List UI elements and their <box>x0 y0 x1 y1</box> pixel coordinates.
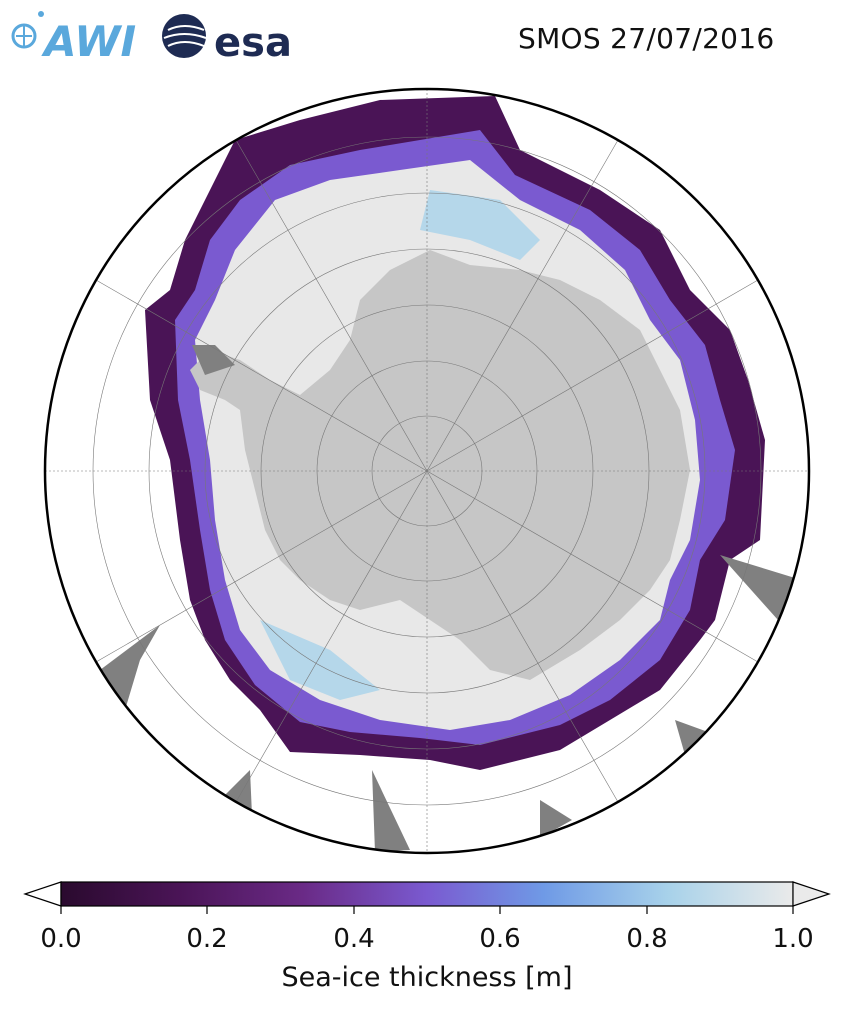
colorbar-extend-max <box>792 881 831 907</box>
ice-shelf <box>192 345 235 375</box>
colorbar-tick-marks <box>60 906 794 914</box>
no-data-wedge <box>675 720 708 755</box>
logos: AWI esa <box>11 11 292 64</box>
colorbar-tick-label: 0.2 <box>186 924 228 954</box>
colorbar-tick-label: 1.0 <box>772 924 814 954</box>
colorbar-extend-min <box>23 881 62 907</box>
colorbar-label: Sea-ice thickness [m] <box>281 962 573 993</box>
colorbar-tick-label: 0.8 <box>626 924 668 954</box>
esa-globe-icon <box>162 14 206 58</box>
antarctica-land <box>190 250 690 680</box>
colorbar-tick-label: 0.4 <box>333 924 375 954</box>
colorbar <box>23 881 831 914</box>
map-title: SMOS 27/07/2016 <box>518 22 775 55</box>
awi-star-icon <box>38 11 44 17</box>
awi-logo: AWI <box>11 11 136 64</box>
sea-ice-light-blue-patch <box>260 620 380 700</box>
sea-ice-light-blue-patch <box>420 190 540 260</box>
no-data-wedge <box>372 770 410 852</box>
colorbar-tick-labels: 0.0 0.2 0.4 0.6 0.8 1.0 <box>0 920 854 960</box>
no-data-wedge <box>540 800 572 838</box>
colorbar-gradient <box>60 881 794 907</box>
colorbar-tick-label: 0.6 <box>479 924 521 954</box>
no-data-wedge <box>720 555 795 620</box>
map-boundary <box>43 87 811 855</box>
esa-logo-text: esa <box>214 20 292 64</box>
awi-logo-text: AWI <box>41 17 136 64</box>
no-data-wedge <box>100 625 160 710</box>
colorbar-tick-label: 0.0 <box>40 924 82 954</box>
graticule-longitude <box>95 139 759 803</box>
esa-logo: esa <box>162 14 292 64</box>
